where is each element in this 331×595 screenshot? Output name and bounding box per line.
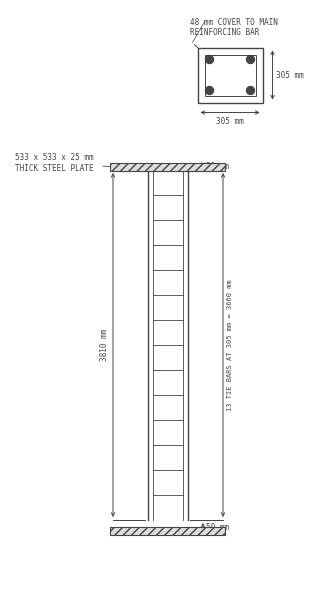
Circle shape [247,86,255,95]
Bar [198,48,262,102]
Text: 305 mm: 305 mm [216,117,244,127]
Text: 50 mm: 50 mm [206,523,229,532]
Circle shape [206,86,213,95]
Text: 3810 mm: 3810 mm [100,329,109,361]
Bar [110,527,225,535]
Bar [205,55,256,96]
Circle shape [247,55,255,64]
Text: 13 TIE BARS AT 305 mm = 3660 mm: 13 TIE BARS AT 305 mm = 3660 mm [227,279,233,411]
Bar [110,163,225,171]
Text: 533 x 533 x 25 mm
THICK STEEL PLATE: 533 x 533 x 25 mm THICK STEEL PLATE [15,152,94,173]
Circle shape [206,55,213,64]
Text: 48 mm COVER TO MAIN
REINFORCING BAR: 48 mm COVER TO MAIN REINFORCING BAR [190,18,278,37]
Text: 50 mm: 50 mm [206,162,229,171]
Text: 305 mm: 305 mm [275,70,303,80]
